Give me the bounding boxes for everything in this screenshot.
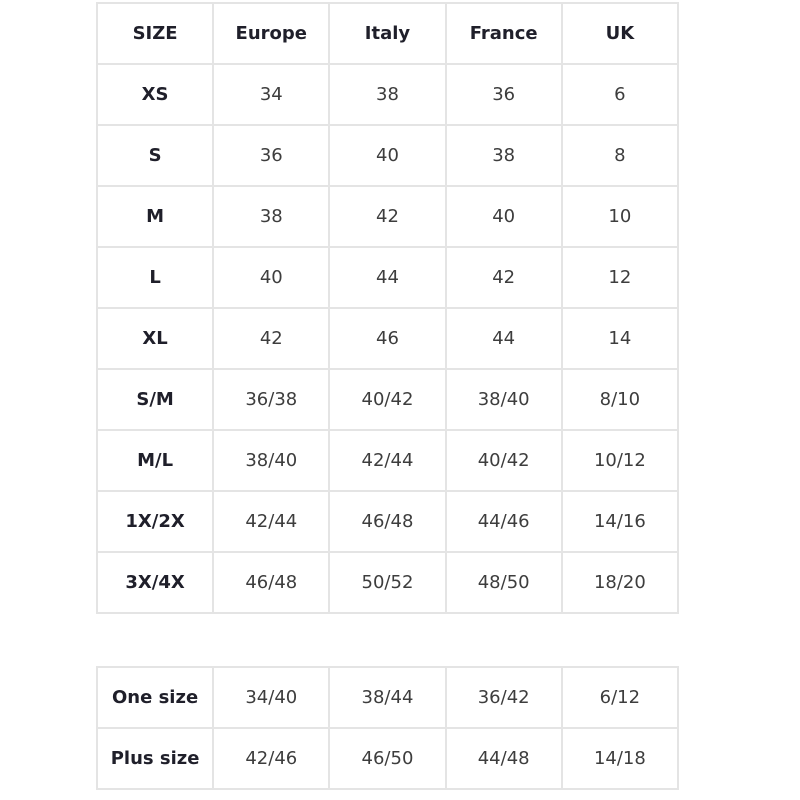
size-label-cell: 1X/2X: [95, 490, 215, 553]
size-label-cell: One size: [95, 666, 215, 729]
size-value-cell: 48/50: [444, 551, 563, 614]
column-header: Italy: [328, 2, 447, 65]
size-value-cell: 38/40: [212, 429, 331, 492]
size-label-cell: Plus size: [95, 727, 215, 790]
size-value-cell: 40/42: [444, 429, 563, 492]
size-value-cell: 6/12: [560, 666, 680, 729]
size-value-cell: 36: [212, 124, 331, 187]
table-row: Plus size 42/46 46/50 44/48 14/18: [95, 727, 680, 790]
table-row: 1X/2X 42/44 46/48 44/46 14/16: [95, 490, 680, 553]
size-value-cell: 14: [560, 307, 680, 370]
size-value-cell: 46/48: [328, 490, 447, 553]
table-row: S/M 36/38 40/42 38/40 8/10: [95, 368, 680, 431]
size-value-cell: 14/18: [560, 727, 680, 790]
size-value-cell: 36/38: [212, 368, 331, 431]
size-label-cell: XL: [95, 307, 215, 370]
size-value-cell: 42/44: [328, 429, 447, 492]
size-value-cell: 38: [328, 63, 447, 126]
size-value-cell: 34: [212, 63, 331, 126]
size-value-cell: 42: [212, 307, 331, 370]
column-header: France: [444, 2, 563, 65]
size-label-cell: S/M: [95, 368, 215, 431]
size-value-cell: 46/50: [328, 727, 447, 790]
size-label-cell: XS: [95, 63, 215, 126]
header-row: SIZE Europe Italy France UK: [95, 2, 680, 65]
size-value-cell: 8: [560, 124, 680, 187]
table-row: XS 34 38 36 6: [95, 63, 680, 126]
size-label-cell: M: [95, 185, 215, 248]
size-value-cell: 46: [328, 307, 447, 370]
size-value-cell: 42: [328, 185, 447, 248]
size-value-cell: 42: [444, 246, 563, 309]
table-row: L 40 44 42 12: [95, 246, 680, 309]
size-value-cell: 40: [212, 246, 331, 309]
size-value-cell: 44: [444, 307, 563, 370]
size-value-cell: 42/46: [212, 727, 331, 790]
table-row: M 38 42 40 10: [95, 185, 680, 248]
size-label-cell: L: [95, 246, 215, 309]
size-value-cell: 36: [444, 63, 563, 126]
size-conversion-table: SIZE Europe Italy France UK XS 34 38 36 6 S 36 40 38 8…: [95, 2, 680, 614]
size-value-cell: 38: [212, 185, 331, 248]
size-value-cell: 50/52: [328, 551, 447, 614]
table-row: XL 42 46 44 14: [95, 307, 680, 370]
size-value-cell: 40: [444, 185, 563, 248]
size-value-cell: 46/48: [212, 551, 331, 614]
table-row: 3X/4X 46/48 50/52 48/50 18/20: [95, 551, 680, 614]
column-header: UK: [560, 2, 680, 65]
size-value-cell: 18/20: [560, 551, 680, 614]
column-header: Europe: [212, 2, 331, 65]
size-value-cell: 44: [328, 246, 447, 309]
size-value-cell: 6: [560, 63, 680, 126]
column-header: SIZE: [95, 2, 215, 65]
size-value-cell: 12: [560, 246, 680, 309]
table-row: One size 34/40 38/44 36/42 6/12: [95, 666, 680, 729]
size-value-cell: 10: [560, 185, 680, 248]
size-value-cell: 40: [328, 124, 447, 187]
size-label-cell: 3X/4X: [95, 551, 215, 614]
size-value-cell: 38: [444, 124, 563, 187]
size-value-cell: 14/16: [560, 490, 680, 553]
size-value-cell: 38/44: [328, 666, 447, 729]
size-label-cell: M/L: [95, 429, 215, 492]
size-value-cell: 36/42: [444, 666, 563, 729]
table-row: M/L 38/40 42/44 40/42 10/12: [95, 429, 680, 492]
size-label-cell: S: [95, 124, 215, 187]
size-value-cell: 44/46: [444, 490, 563, 553]
size-value-cell: 10/12: [560, 429, 680, 492]
size-value-cell: 44/48: [444, 727, 563, 790]
size-value-cell: 8/10: [560, 368, 680, 431]
size-value-cell: 40/42: [328, 368, 447, 431]
size-value-cell: 38/40: [444, 368, 563, 431]
one-plus-size-table: One size 34/40 38/44 36/42 6/12 Plus size 42/4…: [95, 666, 680, 790]
size-value-cell: 34/40: [212, 666, 331, 729]
table-row: S 36 40 38 8: [95, 124, 680, 187]
size-value-cell: 42/44: [212, 490, 331, 553]
